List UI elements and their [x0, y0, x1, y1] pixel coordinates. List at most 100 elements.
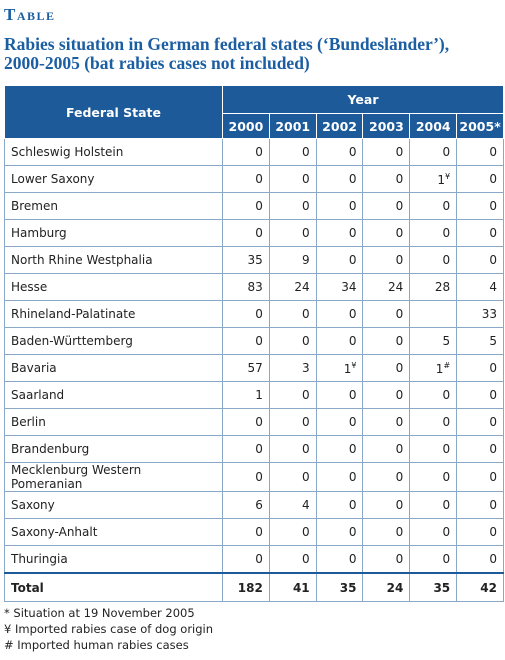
value-cell: 0 — [362, 435, 411, 463]
table-row: Bavaria 57 3 1¥ 0 1# 0 — [4, 354, 504, 382]
value-cell: 0 — [456, 491, 504, 519]
state-cell: North Rhine Westphalia — [4, 246, 223, 274]
value-cell: 0 — [456, 408, 504, 436]
value-cell: 0 — [362, 327, 411, 355]
value-cell: 0 — [362, 381, 411, 409]
table-row: Saxony 6 4 0 0 0 0 — [4, 491, 504, 519]
value-cell: 0 — [409, 491, 458, 519]
value-cell: 35 — [315, 572, 364, 602]
value-cell: 0 — [409, 138, 458, 166]
value-cell: 0 — [456, 381, 504, 409]
value-cell: 3 — [268, 354, 317, 382]
state-cell: Hesse — [4, 273, 223, 301]
table-row: Berlin 0 0 0 0 0 0 — [4, 408, 504, 436]
value-cell: 0 — [222, 408, 270, 436]
table-row: Baden-Württemberg 0 0 0 0 5 5 — [4, 327, 504, 355]
table-row: Saarland 1 0 0 0 0 0 — [4, 381, 504, 409]
value-cell: 24 — [268, 273, 317, 301]
value-cell: 41 — [268, 572, 317, 602]
value-cell: 0 — [315, 462, 364, 492]
value-cell: 0 — [315, 165, 364, 193]
value-cell: 9 — [268, 246, 317, 274]
value-cell: 0 — [362, 462, 411, 492]
value-cell: 0 — [268, 518, 317, 546]
state-cell: Saxony-Anhalt — [4, 518, 223, 546]
state-cell: Total — [4, 572, 223, 602]
table-row: Rhineland-Palatinate 0 0 0 0 33 — [4, 300, 504, 328]
value-cell: 0 — [268, 462, 317, 492]
year-header-cell: 2001 — [268, 113, 317, 139]
value-cell: 0 — [456, 192, 504, 220]
value-cell: 0 — [362, 300, 411, 328]
table-row: Schleswig Holstein 0 0 0 0 0 0 — [4, 138, 504, 166]
state-cell: Bavaria — [4, 354, 223, 382]
table-row: Hesse 83 24 34 24 28 4 — [4, 273, 504, 301]
value-cell: 0 — [409, 408, 458, 436]
value-cell: 0 — [315, 219, 364, 247]
value-cell: 0 — [409, 462, 458, 492]
value-cell: 0 — [222, 462, 270, 492]
value-cell: 0 — [456, 462, 504, 492]
value-cell: 24 — [362, 572, 411, 602]
table-row: Brandenburg 0 0 0 0 0 0 — [4, 435, 504, 463]
value-cell: 0 — [315, 192, 364, 220]
value-cell: 0 — [222, 300, 270, 328]
value-cell: 0 — [409, 435, 458, 463]
value-cell: 0 — [268, 192, 317, 220]
state-cell: Berlin — [4, 408, 223, 436]
footnote: ¥ Imported rabies case of dog origin — [4, 622, 214, 636]
value-cell: 5 — [409, 327, 458, 355]
value-cell: 0 — [362, 408, 411, 436]
value-cell: 0 — [315, 435, 364, 463]
value-cell: 0 — [362, 165, 411, 193]
value-cell: 0 — [222, 435, 270, 463]
value-cell: 0 — [315, 246, 364, 274]
value-cell: 0 — [268, 408, 317, 436]
value-cell: 0 — [409, 192, 458, 220]
value-cell: 0 — [315, 300, 364, 328]
value-cell: 0 — [315, 138, 364, 166]
cell-value: 1 — [343, 361, 352, 376]
state-cell: Brandenburg — [4, 435, 223, 463]
year-header-cell: 2000 — [222, 113, 270, 139]
table-row: Lower Saxony 0 0 0 0 1¥ 0 — [4, 165, 504, 193]
value-cell: 0 — [362, 219, 411, 247]
state-cell: Lower Saxony — [4, 165, 223, 193]
table-row: Saxony-Anhalt 0 0 0 0 0 0 — [4, 518, 504, 546]
year-header-cell: 2003 — [362, 113, 411, 139]
value-cell: 1¥ — [315, 354, 364, 382]
empty-cell — [409, 300, 458, 328]
value-cell: 35 — [409, 572, 458, 602]
state-cell: Hamburg — [4, 219, 223, 247]
cell-value: 1 — [437, 172, 446, 187]
table-row: Mecklenburg Western Pomeranian 0 0 0 0 0 0 — [4, 462, 504, 492]
value-cell: 0 — [456, 165, 504, 193]
value-cell: 42 — [456, 572, 504, 602]
footnotes: * Situation at 19 November 2005 ¥ Importe… — [4, 605, 213, 653]
value-cell: 0 — [362, 246, 411, 274]
cell-footnote-mark: ¥ — [445, 171, 451, 181]
value-cell: 28 — [409, 273, 458, 301]
table-row: Total 182 41 35 24 35 42 — [4, 572, 504, 602]
value-cell: 34 — [315, 273, 364, 301]
value-cell: 0 — [362, 138, 411, 166]
value-cell: 0 — [315, 518, 364, 546]
value-cell: 0 — [409, 381, 458, 409]
value-cell: 4 — [268, 491, 317, 519]
value-cell: 0 — [362, 192, 411, 220]
state-header: Federal State — [4, 85, 223, 139]
value-cell: 1# — [409, 354, 458, 382]
value-cell: 0 — [456, 545, 504, 574]
value-cell: 0 — [315, 381, 364, 409]
value-cell: 0 — [268, 138, 317, 166]
value-cell: 0 — [268, 300, 317, 328]
value-cell: 0 — [268, 219, 317, 247]
value-cell: 0 — [362, 354, 411, 382]
table-title: Rabies situation in German federal state… — [4, 35, 449, 73]
value-cell: 0 — [315, 408, 364, 436]
value-cell: 0 — [268, 381, 317, 409]
value-cell: 24 — [362, 273, 411, 301]
value-cell: 0 — [362, 545, 411, 574]
value-cell: 0 — [409, 545, 458, 574]
